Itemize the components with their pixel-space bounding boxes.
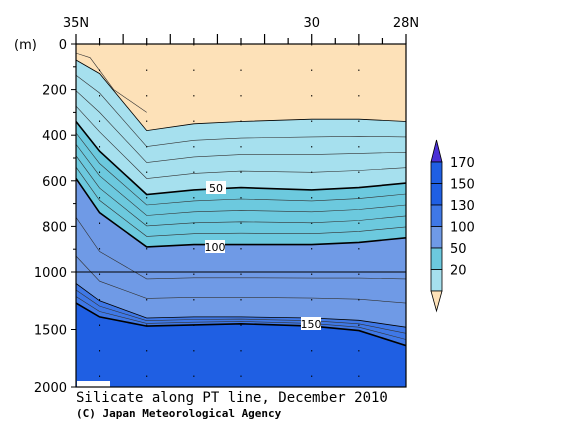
colorbar-label: 130 — [450, 199, 475, 214]
y-tick-label: 1000 — [34, 266, 67, 281]
colorbar-label: 100 — [450, 221, 475, 236]
contour-label: 100 — [205, 241, 226, 254]
y-tick-label: 2000 — [34, 381, 67, 396]
y-unit-label: (m) — [14, 38, 37, 53]
contour-labels: 50 100 150 — [205, 181, 322, 331]
band-above-150 — [76, 303, 406, 387]
colorbar-segment — [430, 161, 443, 184]
x-tick-label: 28N — [393, 16, 419, 31]
colorbar-label: 170 — [450, 156, 475, 171]
colorbar-segment — [430, 204, 443, 227]
colorbar-label: 50 — [450, 242, 467, 257]
x-tick-label: 35N — [63, 16, 89, 31]
minor-contour — [76, 255, 406, 304]
minor-contour — [76, 132, 406, 206]
minor-contour — [76, 155, 406, 227]
minor-contour — [76, 296, 406, 340]
band-above-100 — [76, 178, 406, 328]
colorbar-top-arrow — [430, 139, 443, 163]
minor-contour — [76, 289, 406, 334]
credit-text: (C) Japan Meteorological Agency — [76, 407, 282, 420]
x-tick-label: 30 — [303, 16, 320, 31]
contour-label: 50 — [209, 182, 223, 195]
colorbar-label: 20 — [450, 264, 467, 279]
colorbar: 170 150 130 100 50 20 — [430, 139, 475, 313]
minor-contour — [76, 217, 406, 280]
contour-20 — [76, 59, 406, 132]
concentration-bands — [76, 60, 406, 387]
contour-130 — [76, 283, 406, 328]
contour-label-bg — [206, 181, 226, 194]
x-axis: 35N 30 28N — [63, 16, 419, 44]
colorbar-segment — [430, 247, 443, 270]
y-tick-label: 800 — [42, 220, 67, 235]
y-tick-label: 0 — [59, 38, 67, 53]
contour-label-bg — [205, 240, 225, 253]
colorbar-segment — [430, 226, 443, 249]
y-tick-label: 200 — [42, 84, 67, 99]
minor-contour — [76, 105, 406, 179]
contour-label-bg — [301, 317, 321, 330]
minor-contour — [76, 144, 406, 216]
minor-contour — [76, 75, 406, 147]
y-tick-label: 400 — [42, 129, 67, 144]
minor-contour — [76, 90, 406, 163]
isolines — [76, 52, 406, 347]
bottom-mask — [77, 381, 110, 387]
y-tick-label: 1500 — [34, 324, 67, 339]
contour-150 — [76, 302, 406, 347]
colorbar-label: 150 — [450, 178, 475, 193]
surface-contour — [76, 52, 147, 113]
colorbar-segment — [430, 183, 443, 206]
minor-contour — [76, 166, 406, 237]
band-above-50 — [76, 121, 406, 247]
colorbar-segment — [430, 269, 443, 292]
chart-title: Silicate along PT line, December 2010 — [76, 390, 388, 406]
contour-label: 150 — [301, 318, 322, 331]
plot-area — [76, 44, 406, 387]
colorbar-bottom-arrow — [430, 290, 443, 313]
y-tick-label: 600 — [42, 175, 67, 190]
y-axis: 0 200 400 600 800 1000 1500 2000 — [34, 38, 76, 396]
